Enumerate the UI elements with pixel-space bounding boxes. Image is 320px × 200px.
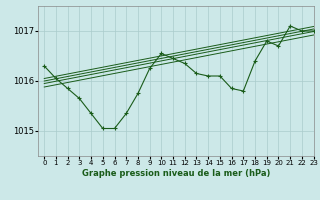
X-axis label: Graphe pression niveau de la mer (hPa): Graphe pression niveau de la mer (hPa) — [82, 169, 270, 178]
